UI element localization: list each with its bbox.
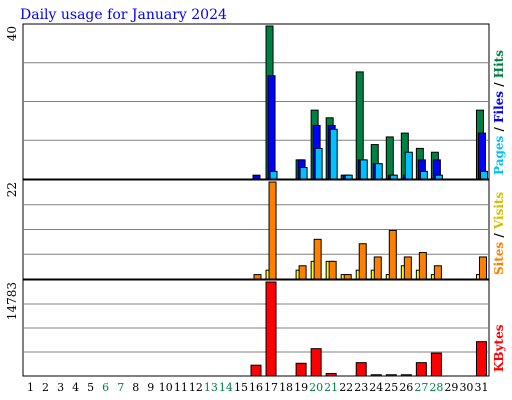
day-label-17: 17 [264,381,278,394]
bar-kbytes-day-16 [250,364,262,377]
bar-files-day-16 [252,174,261,180]
bar-sites-day-25 [388,230,397,280]
bar-pages-day-20 [314,147,323,180]
bar-sites-day-24 [373,256,382,280]
legend-entry: Hits [492,50,506,83]
legend-entry: / [492,82,506,91]
bar-sites-day-31 [478,256,487,280]
day-label-4: 4 [72,381,79,394]
bar-kbytes-day-17 [265,281,277,377]
day-label-20: 20 [309,381,323,394]
day-label-15: 15 [234,381,248,394]
legend-entry: Files [492,91,506,127]
ymax-label-visits-sites: 22 [5,182,19,197]
day-label-5: 5 [87,381,94,394]
bar-kbytes-day-24 [370,374,382,377]
bar-kbytes-day-23 [355,362,367,377]
bar-pages-day-26 [404,151,413,180]
legend-entry: / [492,127,506,136]
bar-pages-day-21 [329,128,338,180]
day-label-7: 7 [117,381,124,394]
bar-sites-day-21 [328,260,337,280]
day-label-27: 27 [414,381,428,394]
bar-sites-day-17 [268,181,277,280]
legend-kbytes: KBytes [492,324,506,372]
bar-sites-day-20 [313,238,322,280]
day-label-26: 26 [399,381,413,394]
ymax-label-kbytes: 14783 [5,282,19,320]
bar-files-day-17 [267,75,276,180]
bar-sites-day-27 [418,252,427,280]
bar-hits-day-25 [385,136,394,180]
day-label-31: 31 [474,381,488,394]
legend-entry: Visits [492,192,506,234]
bar-pages-day-24 [374,163,383,180]
bar-sites-day-28 [433,265,442,280]
bar-kbytes-day-19 [295,362,307,377]
day-label-13: 13 [204,381,218,394]
day-label-24: 24 [369,381,383,394]
bar-sites-day-23 [358,243,367,280]
day-label-28: 28 [429,381,443,394]
day-label-2: 2 [42,381,49,394]
day-label-8: 8 [132,381,139,394]
bar-kbytes-day-27 [415,362,427,377]
legend-entry: Sites [492,242,506,275]
bar-sites-day-16 [253,274,262,280]
day-label-1: 1 [27,381,34,394]
bar-pages-day-17 [269,170,278,180]
day-label-16: 16 [249,381,263,394]
bar-sites-day-26 [403,256,412,280]
legend-visits-sites: Sites / Visits [492,192,506,275]
day-label-10: 10 [159,381,173,394]
legend-entry: / [492,233,506,242]
bar-pages-day-27 [419,170,428,180]
bar-pages-day-22 [344,174,353,180]
day-label-3: 3 [57,381,64,394]
day-label-11: 11 [174,381,188,394]
bar-pages-day-31 [479,170,488,180]
legend-entry: KBytes [492,324,506,372]
day-label-18: 18 [279,381,293,394]
day-label-14: 14 [219,381,233,394]
day-label-23: 23 [354,381,368,394]
day-label-12: 12 [189,381,203,394]
chart-title: Daily usage for January 2024 [20,7,227,23]
bar-kbytes-day-28 [430,352,442,377]
bar-pages-day-19 [299,167,308,180]
bar-sites-day-19 [298,265,307,280]
ymax-label-hits-files-pages: 40 [5,26,19,41]
legend-hits-files-pages: Pages / Files / Hits [492,50,506,175]
bar-kbytes-day-21 [325,372,337,377]
bar-kbytes-day-20 [310,348,322,377]
day-label-9: 9 [147,381,154,394]
day-label-30: 30 [459,381,473,394]
bar-pages-day-28 [434,174,443,180]
day-label-19: 19 [294,381,308,394]
day-label-22: 22 [339,381,353,394]
bar-pages-day-25 [389,174,398,180]
day-label-29: 29 [444,381,458,394]
bar-pages-day-23 [359,159,368,180]
bar-kbytes-day-25 [385,374,397,377]
bar-kbytes-day-26 [400,374,412,377]
day-label-21: 21 [324,381,338,394]
legend-entry: Pages [492,135,506,175]
bar-sites-day-22 [343,274,352,280]
day-label-25: 25 [384,381,398,394]
day-label-6: 6 [102,381,109,394]
bar-kbytes-day-31 [475,341,487,377]
